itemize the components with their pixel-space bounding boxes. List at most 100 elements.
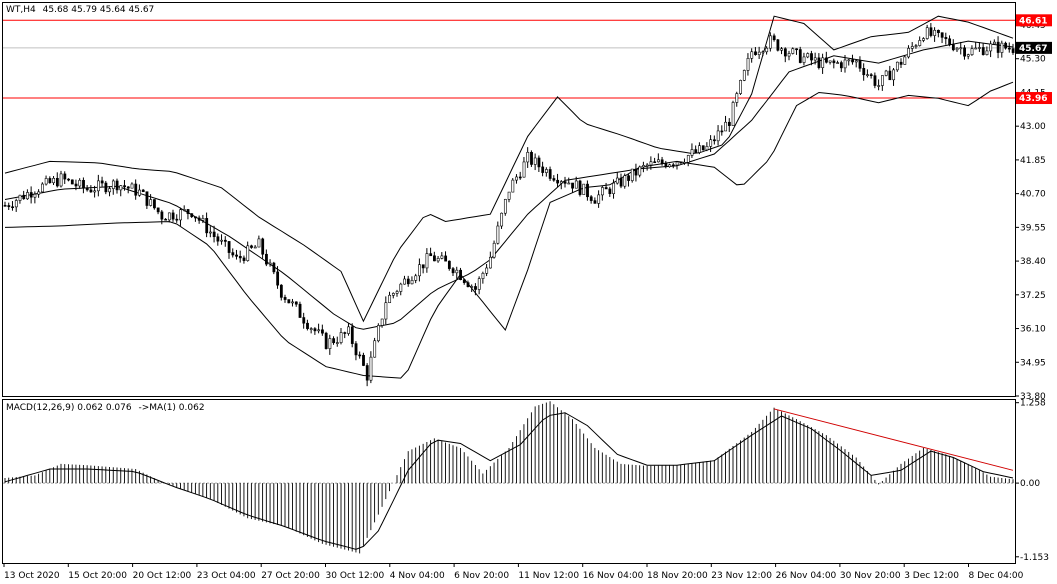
- candle-body: [138, 189, 141, 196]
- candle-body: [462, 279, 466, 283]
- current-price-tag: 45.67: [1019, 44, 1047, 54]
- candle-body: [309, 328, 313, 330]
- bollinger-lower-line: [4, 81, 1014, 379]
- price-tick-label: 39.55: [1020, 223, 1046, 233]
- candle-body: [421, 264, 425, 269]
- candle-body: [261, 238, 265, 255]
- candle-body: [955, 47, 959, 51]
- candle-body: [265, 253, 268, 265]
- candle-body: [347, 326, 350, 334]
- candle-body: [1004, 42, 1008, 49]
- candle-body: [679, 161, 683, 164]
- candle-body: [541, 166, 545, 173]
- candle-body: [828, 60, 832, 63]
- candle-body: [436, 258, 440, 262]
- candle-body: [903, 56, 907, 65]
- candle-body: [615, 177, 619, 184]
- candle-body: [78, 179, 82, 187]
- bollinger-upper-line: [4, 15, 1014, 323]
- candle-body: [507, 191, 511, 200]
- candle-body: [388, 294, 392, 304]
- candle-body: [182, 209, 186, 211]
- candle-body: [739, 80, 742, 94]
- candle-body: [410, 280, 414, 285]
- candle-body: [74, 183, 78, 187]
- candle-body: [257, 238, 261, 248]
- candle-body: [851, 59, 854, 63]
- candle-body: [377, 325, 380, 342]
- candle-body: [403, 278, 406, 285]
- candle-body: [414, 275, 418, 281]
- candle-body: [907, 48, 910, 58]
- candle-body: [126, 186, 130, 189]
- candle-body: [545, 169, 548, 173]
- macd-trend-line: [773, 408, 1014, 471]
- candle-body: [3, 205, 7, 207]
- candle-body: [52, 178, 56, 184]
- candle-body: [589, 196, 593, 201]
- candle-body: [321, 329, 324, 334]
- ohlc-values: 45.68 45.79 45.64 45.67: [42, 5, 155, 15]
- candle-body: [85, 187, 89, 191]
- candle-body: [630, 168, 634, 181]
- candle-body: [866, 74, 869, 76]
- candle-body: [526, 151, 530, 163]
- candle-body: [869, 74, 873, 76]
- price-layer: [3, 15, 1015, 387]
- candle-body: [26, 192, 29, 200]
- time-tick-label: 20 Oct 12:00: [133, 571, 192, 581]
- candle-body: [160, 211, 164, 220]
- candle-body: [231, 252, 235, 256]
- candle-body: [963, 47, 966, 57]
- candle-body: [272, 262, 276, 273]
- candle-body: [645, 164, 649, 167]
- candle-body: [604, 187, 608, 190]
- candle-body: [354, 343, 358, 356]
- candle-body: [235, 254, 238, 257]
- candle-body: [145, 191, 149, 206]
- price-tick-label: 36.10: [1020, 325, 1046, 335]
- candle-body: [440, 255, 444, 259]
- candle-body: [922, 38, 925, 41]
- price-tick-label: 34.95: [1020, 358, 1046, 368]
- candle-body: [59, 173, 63, 187]
- candle-body: [246, 245, 250, 261]
- candle-body: [642, 165, 645, 168]
- candle-body: [197, 217, 201, 221]
- candle-body: [593, 200, 597, 204]
- candle-body: [601, 187, 604, 196]
- candle-body: [772, 35, 776, 41]
- macd-signal-line: [4, 412, 1014, 550]
- candle-body: [533, 157, 537, 165]
- candle-body: [686, 155, 690, 163]
- time-tick-label: 3 Dec 12:00: [904, 571, 959, 581]
- candle-body: [727, 121, 731, 126]
- candle-body: [1011, 48, 1015, 53]
- candle-body: [873, 75, 877, 86]
- candle-body: [503, 199, 507, 214]
- candle-body: [369, 356, 373, 381]
- candle-body: [724, 121, 728, 132]
- candle-body: [253, 246, 257, 249]
- candle-body: [783, 48, 787, 57]
- candle-body: [44, 178, 48, 185]
- candle-body: [470, 286, 474, 288]
- candle-body: [877, 85, 881, 87]
- candle-body: [769, 35, 772, 49]
- candle-body: [821, 57, 825, 68]
- time-tick-label: 30 Nov 20:00: [840, 571, 901, 581]
- candle-body: [989, 43, 993, 52]
- level-low-tag: 43.96: [1019, 94, 1047, 104]
- candle-body: [205, 218, 209, 234]
- candle-body: [817, 57, 821, 68]
- candle-body: [500, 212, 504, 227]
- candle-body: [705, 146, 709, 151]
- candle-body: [795, 48, 798, 51]
- candle-body: [899, 61, 903, 65]
- candle-body: [746, 58, 750, 71]
- candle-body: [335, 342, 339, 344]
- candle-body: [444, 255, 448, 262]
- macd-tick-label: 1.258: [1020, 399, 1046, 409]
- price-tick-label: 33.80: [1020, 392, 1046, 402]
- candle-body: [119, 185, 123, 191]
